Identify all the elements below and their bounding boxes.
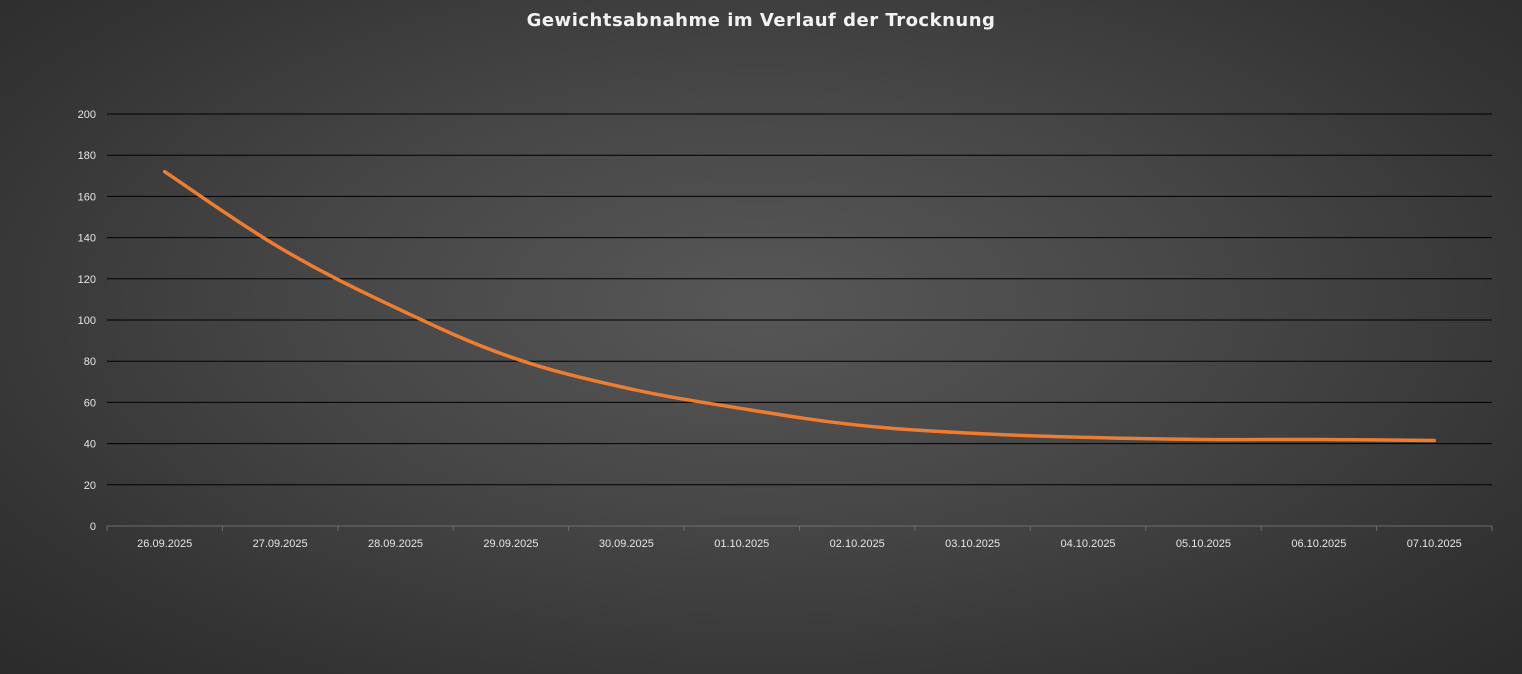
series-line — [162, 169, 1437, 443]
series-lines — [162, 169, 1437, 443]
x-tick-label: 07.10.2025 — [1407, 538, 1462, 550]
x-axis — [106, 525, 1493, 531]
y-axis: 0 20 40 60 80 100 120 140 160 180 200 — [78, 109, 96, 533]
y-tick-label: 80 — [84, 356, 96, 368]
gridlines — [107, 113, 1492, 486]
y-tick-label: 140 — [78, 233, 96, 245]
y-tick-label: 20 — [84, 480, 96, 492]
y-tick-label: 120 — [78, 274, 96, 286]
x-tick-label: 29.09.2025 — [483, 538, 538, 550]
y-tick-label: 100 — [78, 315, 96, 327]
x-tick-label: 01.10.2025 — [714, 538, 769, 550]
y-tick-label: 160 — [78, 191, 96, 203]
x-tick-label: 27.09.2025 — [253, 538, 308, 550]
x-tick-label: 03.10.2025 — [945, 538, 1000, 550]
x-tick-label: 06.10.2025 — [1291, 538, 1346, 550]
x-tick-label: 30.09.2025 — [599, 538, 654, 550]
chart-title: Gewichtsabnahme im Verlauf der Trocknung — [526, 10, 996, 31]
x-tick-label: 04.10.2025 — [1061, 538, 1116, 550]
x-tick-label: 05.10.2025 — [1176, 538, 1231, 550]
x-tick-label: 26.09.2025 — [137, 538, 192, 550]
x-tick-labels: 26.09.2025 27.09.2025 28.09.2025 29.09.2025… — [137, 538, 1462, 550]
y-tick-label: 180 — [78, 150, 96, 162]
x-tick-label: 02.10.2025 — [830, 538, 885, 550]
y-tick-label: 200 — [78, 109, 96, 121]
y-tick-label: 60 — [84, 397, 96, 409]
x-tick-label: 28.09.2025 — [368, 538, 423, 550]
y-tick-label: 40 — [84, 439, 96, 451]
y-tick-label: 0 — [90, 521, 96, 533]
